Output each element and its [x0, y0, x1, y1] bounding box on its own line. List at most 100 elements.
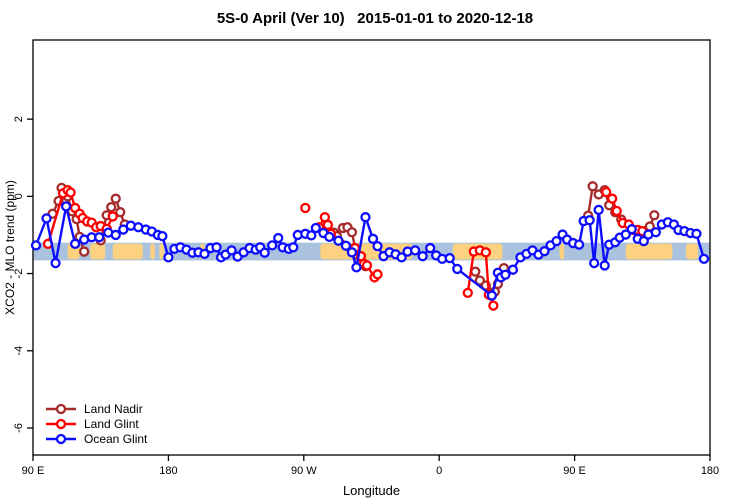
data-point	[41, 213, 52, 224]
data-point	[69, 238, 81, 249]
data-point	[115, 207, 126, 218]
data-point	[60, 201, 72, 212]
data-point	[587, 181, 598, 192]
data-point	[360, 212, 371, 223]
series-ocean-glint	[30, 201, 710, 301]
data-point	[488, 300, 499, 311]
data-point	[611, 205, 622, 217]
x-tick-label: 90 W	[291, 465, 317, 477]
data-point	[470, 266, 481, 277]
data-point	[310, 222, 321, 234]
y-tick-label: -2	[13, 269, 25, 279]
land-patch	[150, 243, 155, 260]
y-tick-label: 0	[13, 193, 25, 199]
data-point	[691, 228, 702, 239]
legend-marker	[55, 433, 67, 445]
data-point	[409, 245, 421, 256]
chart-title: 5S-0 April (Ver 10) 2015-01-01 to 2020-1…	[216, 10, 534, 27]
data-point	[351, 262, 362, 273]
data-point	[573, 239, 585, 250]
legend-label: Land Nadir	[84, 402, 143, 416]
data-point	[620, 229, 631, 240]
data-point	[324, 231, 335, 243]
land-patch	[90, 243, 106, 260]
land-patch	[159, 243, 164, 260]
data-point	[584, 215, 595, 226]
data-point	[199, 248, 210, 260]
data-point	[444, 252, 455, 264]
data-point	[333, 235, 344, 246]
data-point	[593, 204, 604, 216]
legend-label: Ocean Glint	[84, 432, 148, 446]
land-patch	[559, 243, 565, 260]
y-tick-label: -6	[13, 423, 25, 433]
data-point	[698, 253, 710, 265]
data-point	[106, 202, 117, 213]
legend-marker	[55, 418, 67, 430]
x-axis: 90 E 180 90 W 0 90 E 180 Longitude	[22, 455, 719, 498]
data-point	[322, 219, 334, 231]
data-point	[638, 235, 649, 247]
x-tick-label: 180	[701, 465, 719, 477]
data-point	[346, 247, 358, 258]
data-point	[346, 227, 358, 238]
data-point	[288, 242, 299, 253]
data-point	[30, 240, 42, 251]
data-point	[500, 269, 511, 280]
data-point	[267, 240, 278, 251]
data-point	[462, 287, 473, 299]
data-point	[480, 247, 491, 258]
data-point	[372, 269, 383, 280]
data-point	[300, 202, 311, 214]
y-tick-label: 2	[13, 116, 25, 122]
data-point	[259, 247, 270, 258]
data-point	[110, 229, 121, 241]
legend-label: Land Glint	[84, 417, 139, 431]
data-point	[626, 224, 637, 235]
data-point	[396, 252, 407, 263]
y-tick-label: -4	[13, 346, 25, 356]
data-point	[273, 232, 284, 244]
data-point	[649, 210, 660, 221]
y-axis: 2 0 -2 -4 -6 XCO2 - MLO trend (ppm)	[3, 116, 33, 433]
data-point	[361, 260, 373, 271]
data-point	[607, 193, 618, 204]
data-point	[601, 186, 612, 198]
data-point	[650, 227, 661, 238]
data-point	[551, 235, 562, 247]
data-point	[50, 257, 61, 269]
x-tick-label: 90 E	[563, 465, 586, 477]
land-patch	[112, 243, 143, 260]
x-tick-label: 90 E	[22, 465, 45, 477]
data-point	[163, 252, 174, 263]
data-point	[372, 240, 383, 252]
data-point	[340, 240, 352, 251]
data-point	[118, 224, 129, 235]
land-patch	[625, 243, 673, 260]
data-point	[452, 263, 463, 275]
data-point	[306, 230, 317, 241]
data-point	[94, 232, 105, 243]
data-point	[65, 187, 76, 198]
x-tick-label: 180	[159, 465, 177, 477]
data-point	[599, 260, 610, 271]
data-point	[425, 242, 436, 254]
data-point	[226, 245, 237, 256]
legend-marker	[55, 403, 67, 415]
data-point	[211, 242, 222, 253]
data-point	[79, 246, 90, 257]
y-axis-title: XCO2 - MLO trend (ppm)	[3, 180, 17, 315]
data-point	[417, 251, 428, 262]
data-point	[157, 230, 168, 242]
x-axis-title: Longitude	[343, 483, 400, 498]
data-point	[539, 246, 550, 257]
land-patch	[685, 243, 698, 260]
x-tick-label: 0	[436, 465, 442, 477]
data-point	[589, 257, 600, 269]
data-point	[110, 193, 121, 204]
data-point	[507, 264, 519, 275]
data-point	[367, 233, 379, 244]
